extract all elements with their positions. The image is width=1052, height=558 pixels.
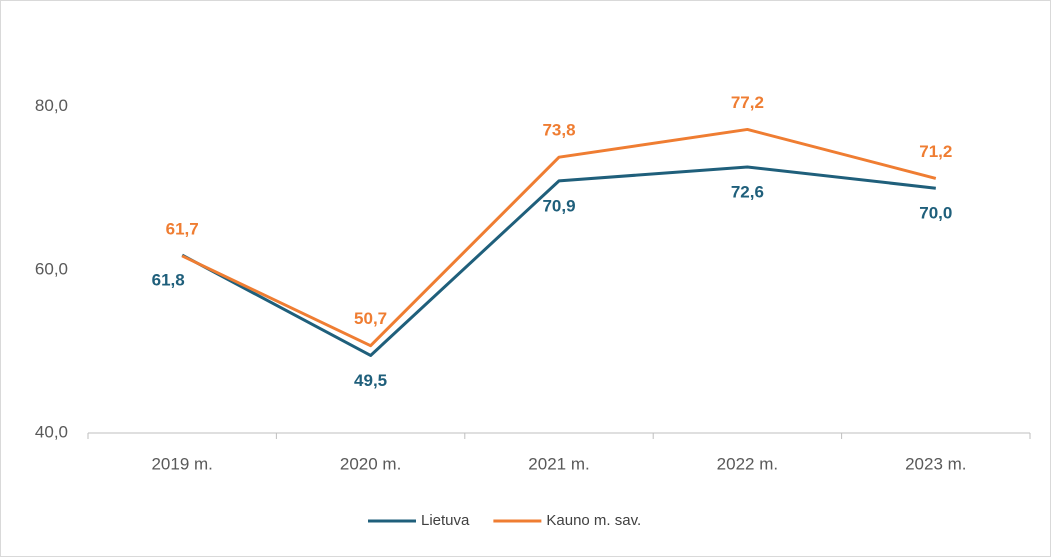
y-tick-label: 40,0 (35, 422, 68, 441)
series-line (181, 165, 936, 357)
data-label: 61,7 (166, 219, 199, 238)
data-label: 70,0 (919, 204, 952, 223)
data-label: 73,8 (542, 121, 575, 140)
series-line (181, 127, 937, 348)
x-tick-label: 2023 m. (905, 454, 966, 473)
y-tick-label: 60,0 (35, 259, 68, 278)
data-label: 49,5 (354, 371, 387, 390)
y-tick-label: 80,0 (35, 96, 68, 115)
legend-label: Lietuva (421, 512, 470, 529)
data-label: 70,9 (542, 196, 575, 215)
data-label: 72,6 (731, 182, 764, 201)
x-tick-label: 2021 m. (528, 454, 589, 473)
legend-label: Kauno m. sav. (546, 512, 641, 529)
data-label: 71,2 (919, 142, 952, 161)
data-label: 50,7 (354, 309, 387, 328)
data-label: 61,8 (152, 271, 185, 290)
x-tick-label: 2020 m. (340, 454, 401, 473)
data-label: 77,2 (731, 93, 764, 112)
x-tick-label: 2022 m. (717, 454, 778, 473)
x-tick-label: 2019 m. (151, 454, 212, 473)
